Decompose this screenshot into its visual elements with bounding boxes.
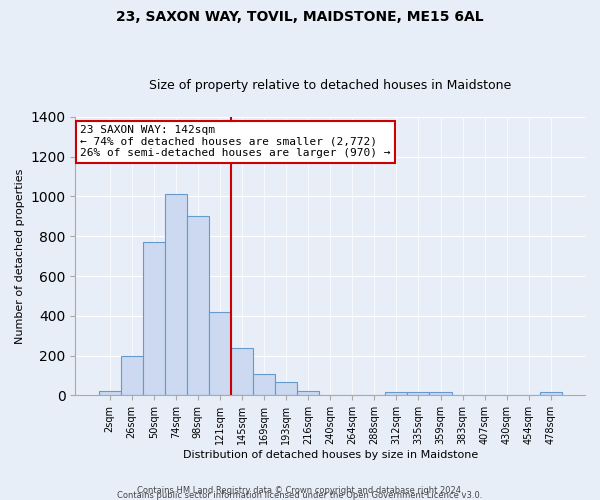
Bar <box>385 392 407 396</box>
Y-axis label: Number of detached properties: Number of detached properties <box>15 168 25 344</box>
Bar <box>121 356 143 396</box>
Bar <box>209 312 231 396</box>
Bar <box>187 216 209 396</box>
Bar <box>98 392 121 396</box>
X-axis label: Distribution of detached houses by size in Maidstone: Distribution of detached houses by size … <box>182 450 478 460</box>
Bar <box>430 392 452 396</box>
Bar <box>407 392 430 396</box>
Bar <box>275 382 297 396</box>
Bar <box>231 348 253 396</box>
Text: 23, SAXON WAY, TOVIL, MAIDSTONE, ME15 6AL: 23, SAXON WAY, TOVIL, MAIDSTONE, ME15 6A… <box>116 10 484 24</box>
Bar <box>253 374 275 396</box>
Bar <box>540 392 562 396</box>
Title: Size of property relative to detached houses in Maidstone: Size of property relative to detached ho… <box>149 79 511 92</box>
Bar <box>297 392 319 396</box>
Text: Contains HM Land Registry data © Crown copyright and database right 2024.: Contains HM Land Registry data © Crown c… <box>137 486 463 495</box>
Bar <box>165 194 187 396</box>
Text: Contains public sector information licensed under the Open Government Licence v3: Contains public sector information licen… <box>118 490 482 500</box>
Text: 23 SAXON WAY: 142sqm
← 74% of detached houses are smaller (2,772)
26% of semi-de: 23 SAXON WAY: 142sqm ← 74% of detached h… <box>80 125 391 158</box>
Bar <box>143 242 165 396</box>
